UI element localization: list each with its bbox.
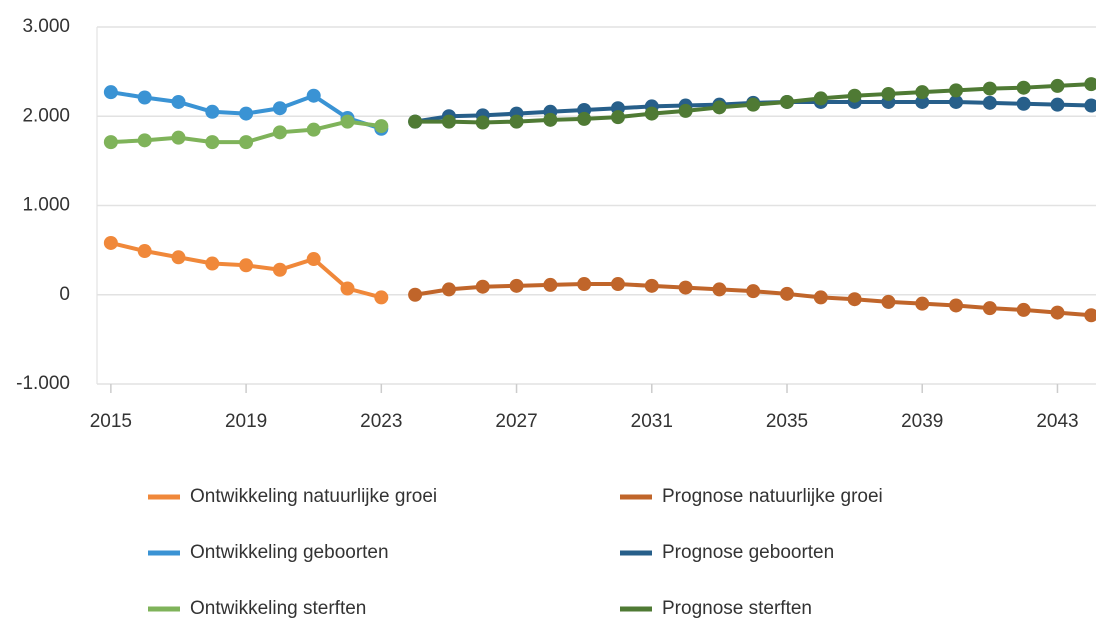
point: [272, 101, 287, 116]
point: [746, 97, 761, 112]
point: [813, 290, 828, 305]
point: [306, 252, 321, 267]
x-tick-label: 2031: [631, 411, 673, 432]
point: [1016, 302, 1031, 317]
point: [408, 287, 423, 302]
legend-label: Ontwikkeling geboorten: [190, 542, 389, 563]
point: [577, 277, 592, 292]
point: [610, 277, 625, 292]
point: [678, 103, 693, 118]
point: [881, 86, 896, 101]
point: [949, 298, 964, 313]
point: [712, 100, 727, 115]
point: [678, 280, 693, 295]
point: [103, 235, 118, 250]
point: [1050, 305, 1065, 320]
point: [441, 282, 456, 297]
legend-label: Ontwikkeling natuurlijke groei: [190, 486, 437, 507]
point: [577, 111, 592, 126]
point: [272, 262, 287, 277]
legend-label: Prognose sterften: [662, 598, 812, 619]
x-tick-label: 2027: [495, 411, 537, 432]
x-tick-label: 2015: [90, 411, 132, 432]
point: [509, 278, 524, 293]
point: [543, 277, 558, 292]
point: [915, 296, 930, 311]
point: [239, 135, 254, 150]
point: [712, 282, 727, 297]
point: [543, 112, 558, 127]
point: [1084, 77, 1096, 92]
point: [1016, 96, 1031, 111]
legend-label: Prognose geboorten: [662, 542, 834, 563]
point: [847, 292, 862, 307]
point: [475, 279, 490, 294]
point: [746, 284, 761, 299]
point: [915, 94, 930, 109]
point: [915, 85, 930, 100]
point: [1084, 98, 1096, 113]
point: [1050, 97, 1065, 112]
point: [1084, 308, 1096, 323]
y-tick-label: -1.000: [16, 373, 70, 394]
x-tick-label: 2035: [766, 411, 808, 432]
point: [509, 114, 524, 129]
point: [780, 286, 795, 301]
point: [408, 114, 423, 129]
y-tick-label: 3.000: [22, 16, 70, 37]
point: [780, 94, 795, 109]
point: [171, 94, 186, 109]
point: [1050, 78, 1065, 93]
point: [475, 115, 490, 130]
point: [171, 250, 186, 265]
point: [306, 88, 321, 103]
point: [239, 106, 254, 121]
point: [137, 133, 152, 148]
point: [137, 90, 152, 105]
point: [171, 130, 186, 145]
point: [103, 85, 118, 100]
point: [982, 95, 997, 110]
point: [103, 135, 118, 150]
point: [644, 106, 659, 121]
point: [340, 114, 355, 129]
point: [340, 281, 355, 296]
point: [813, 91, 828, 106]
point: [881, 294, 896, 309]
legend-label: Prognose natuurlijke groei: [662, 486, 883, 507]
point: [441, 114, 456, 129]
y-tick-label: 1.000: [22, 195, 70, 216]
point: [239, 258, 254, 273]
point: [949, 83, 964, 98]
point: [847, 88, 862, 103]
point: [374, 290, 389, 305]
point: [272, 125, 287, 140]
x-tick-label: 2039: [901, 411, 943, 432]
x-tick-label: 2023: [360, 411, 402, 432]
y-tick-label: 0: [59, 284, 70, 305]
point: [982, 301, 997, 316]
point: [205, 256, 220, 271]
point: [137, 244, 152, 259]
point: [982, 81, 997, 96]
point: [1016, 80, 1031, 95]
point: [205, 104, 220, 119]
point: [949, 94, 964, 109]
x-tick-label: 2043: [1036, 411, 1078, 432]
legend-label: Ontwikkeling sterften: [190, 598, 366, 619]
point: [644, 278, 659, 293]
point: [374, 119, 389, 134]
x-tick-label: 2019: [225, 411, 267, 432]
point: [205, 135, 220, 150]
point: [306, 122, 321, 137]
point: [610, 110, 625, 125]
y-tick-label: 2.000: [22, 105, 70, 126]
